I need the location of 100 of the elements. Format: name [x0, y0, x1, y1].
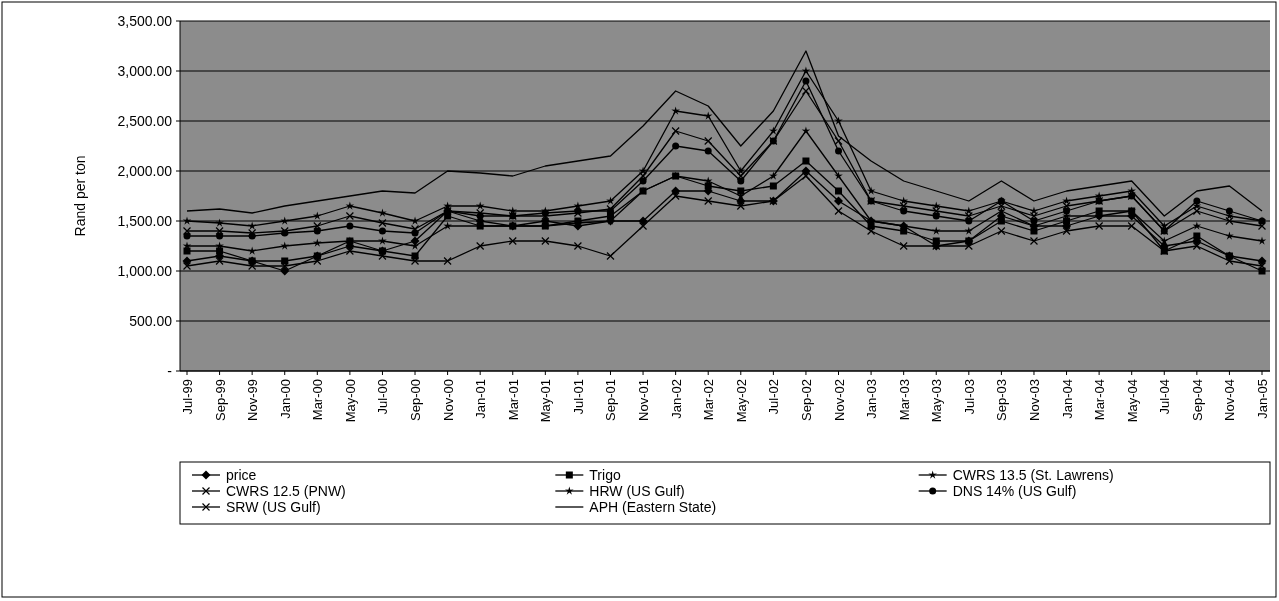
- x-tick-label: Nov-00: [440, 379, 456, 421]
- point: [1062, 226, 1071, 236]
- x-tick-label: Sep-00: [408, 379, 424, 421]
- point: [411, 229, 419, 237]
- point: [182, 256, 192, 266]
- point: [899, 201, 908, 211]
- point: [1159, 236, 1169, 245]
- x-tick-label: Sep-02: [798, 379, 814, 421]
- point: [541, 236, 550, 246]
- point: [1192, 206, 1201, 216]
- point: [1063, 217, 1071, 225]
- y-tick-label: -: [167, 362, 173, 379]
- x-tick-label: Jan-01: [473, 379, 489, 419]
- point: [866, 226, 876, 236]
- point: [1063, 207, 1071, 215]
- point: [346, 222, 354, 230]
- point: [1192, 241, 1201, 251]
- point: [769, 126, 778, 135]
- x-tick-label: Mar-03: [896, 379, 912, 421]
- x-tick-label: Jan-02: [668, 379, 684, 419]
- y-tick-label: 3,500.00: [117, 12, 173, 29]
- point: [964, 211, 973, 221]
- x-tick-label: Jul-01: [570, 379, 586, 415]
- point: [801, 86, 811, 96]
- point: [932, 212, 940, 220]
- x-tick-label: Jul-04: [1157, 379, 1173, 415]
- point: [215, 256, 224, 266]
- x-tick-label: Jul-00: [375, 379, 391, 415]
- point: [280, 266, 290, 276]
- point: [638, 166, 648, 175]
- point: [476, 241, 485, 251]
- y-tick-label: 2,500.00: [117, 112, 173, 129]
- point: [248, 232, 256, 240]
- point: [737, 177, 745, 185]
- legend-label: SRW (US Gulf): [226, 498, 321, 515]
- x-tick-label: Jan-04: [1059, 379, 1075, 419]
- point: [1062, 201, 1071, 211]
- point: [216, 232, 224, 240]
- point: [313, 221, 322, 231]
- point: [834, 206, 843, 216]
- point: [378, 227, 386, 235]
- point: [476, 212, 484, 220]
- point: [378, 218, 387, 228]
- point: [1127, 221, 1136, 231]
- point: [508, 236, 517, 246]
- point: [1193, 197, 1201, 205]
- x-tick-label: Jan-05: [1255, 379, 1270, 419]
- point: [1193, 232, 1201, 240]
- legend-label: HRW (US Gulf): [589, 482, 685, 499]
- x-tick-label: Jul-02: [766, 379, 782, 415]
- point: [1257, 221, 1267, 231]
- point: [280, 261, 289, 271]
- x-tick-label: Jan-03: [864, 379, 880, 419]
- x-tick-label: Sep-04: [1189, 379, 1205, 421]
- point: [1225, 216, 1234, 226]
- point: [704, 136, 713, 146]
- point: [1258, 217, 1266, 225]
- x-tick-label: Nov-01: [636, 379, 652, 421]
- point: [801, 126, 811, 135]
- point: [443, 256, 452, 266]
- legend-label: DNS 14% (US Gulf): [952, 482, 1077, 499]
- point: [704, 182, 712, 190]
- point: [313, 238, 322, 247]
- point: [802, 157, 810, 165]
- point: [1095, 221, 1104, 231]
- point: [410, 256, 420, 266]
- x-tick-label: May-01: [538, 379, 554, 423]
- y-tick-label: 3,000.00: [117, 62, 173, 79]
- point: [639, 177, 647, 185]
- point: [769, 182, 777, 190]
- legend-label: APH (Eastern State): [589, 498, 717, 515]
- point: [736, 201, 745, 211]
- point: [345, 211, 354, 221]
- legend-label: CWRS 13.5 (St. Lawrens): [952, 466, 1114, 483]
- point: [573, 241, 583, 251]
- point: [215, 226, 224, 236]
- point: [378, 251, 387, 261]
- point: [900, 227, 908, 235]
- point: [638, 216, 648, 226]
- x-tick-label: Sep-99: [212, 379, 228, 421]
- point: [1029, 206, 1039, 215]
- point: [671, 191, 680, 201]
- point: [932, 206, 941, 216]
- point: [997, 226, 1006, 236]
- point: [1257, 261, 1267, 271]
- point: [280, 241, 290, 250]
- point: [183, 232, 191, 240]
- point: [410, 216, 420, 225]
- point: [182, 226, 192, 236]
- point: [182, 261, 192, 271]
- point: [736, 171, 745, 181]
- point: [248, 261, 257, 271]
- y-tick-label: 500.00: [129, 312, 173, 329]
- point: [1258, 267, 1266, 275]
- legend-label: Trigo: [589, 466, 621, 483]
- point: [1225, 207, 1233, 215]
- point: [997, 197, 1005, 205]
- point: [1257, 256, 1267, 266]
- point: [183, 247, 191, 255]
- point: [1095, 207, 1103, 215]
